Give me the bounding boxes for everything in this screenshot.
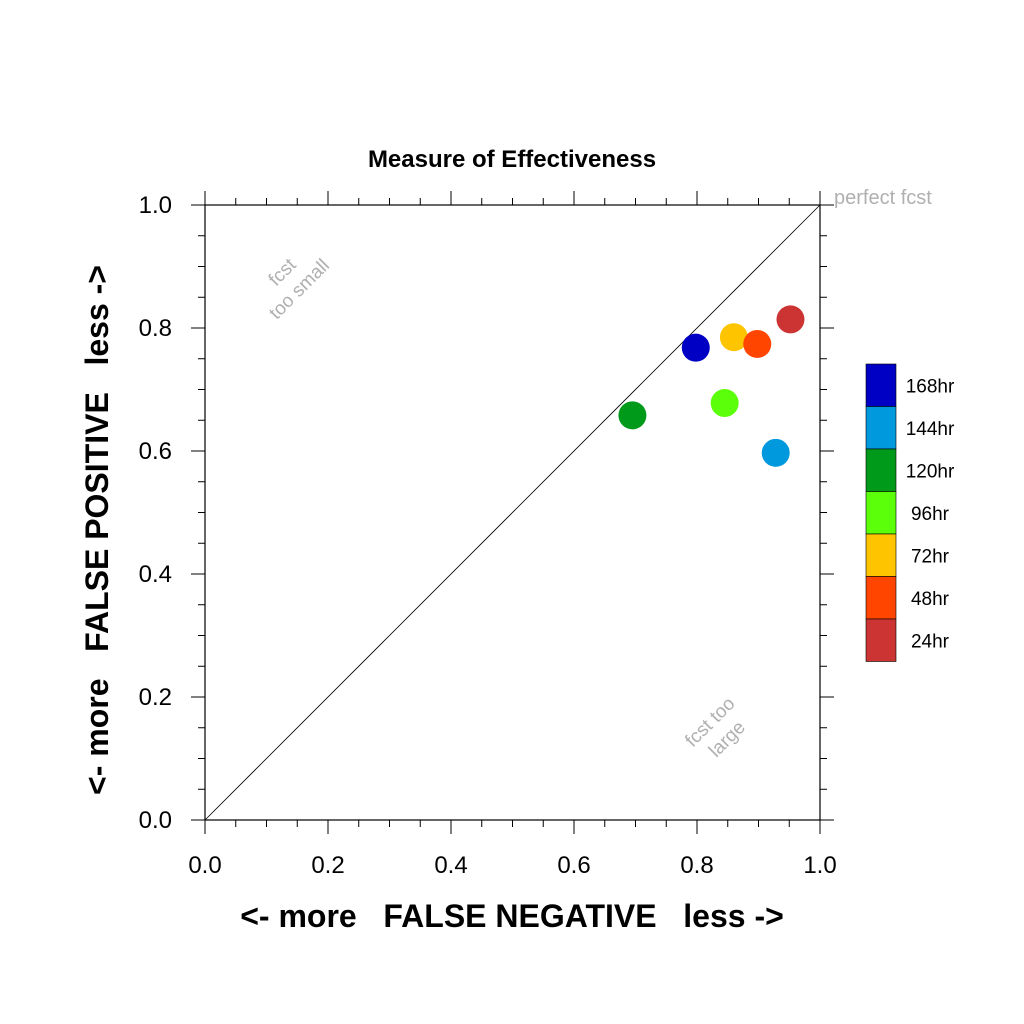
legend-label-24hr: 24hr xyxy=(911,631,950,652)
legend-label-96hr: 96hr xyxy=(911,504,950,525)
legend-label-120hr: 120hr xyxy=(906,461,955,482)
y-tick-label: 0.0 xyxy=(139,807,172,834)
legend-swatch-48hr xyxy=(865,576,897,620)
legend-label-168hr: 168hr xyxy=(906,376,955,397)
x-tick-labels: 0.0 0.2 0.4 0.6 0.8 1.0 xyxy=(188,852,836,879)
x-tick-label: 0.4 xyxy=(434,852,467,879)
y-axis-label: <- more FALSE POSITIVE less -> xyxy=(79,265,115,795)
legend-swatch-144hr xyxy=(865,406,897,450)
chart-title: Measure of Effectiveness xyxy=(368,146,656,173)
legend-swatch-168hr xyxy=(865,363,897,407)
y-tick-labels: 0.0 0.2 0.4 0.6 0.8 1.0 xyxy=(139,192,172,834)
legend: 168hr 144hr 120hr 96hr 72hr 48hr 24hr xyxy=(865,363,955,662)
axis-ticks xyxy=(191,191,834,834)
data-points xyxy=(618,305,805,467)
y-tick-label: 0.8 xyxy=(139,315,172,342)
legend-swatch-96hr xyxy=(865,491,897,535)
data-point-168hr xyxy=(681,333,710,362)
annotation-too-small: fcst too small xyxy=(265,254,334,324)
annotation-too-large: fcst too large xyxy=(681,693,749,761)
annotation-perfect-fcst: perfect fcst xyxy=(834,187,932,209)
data-point-24hr xyxy=(776,305,805,334)
diagonal-line xyxy=(204,204,821,821)
data-point-96hr xyxy=(710,389,739,418)
x-tick-label: 0.6 xyxy=(557,852,590,879)
x-tick-label: 1.0 xyxy=(803,852,836,879)
legend-label-144hr: 144hr xyxy=(906,419,955,440)
y-tick-label: 1.0 xyxy=(139,192,172,219)
data-point-72hr xyxy=(719,323,748,352)
data-point-144hr xyxy=(761,438,790,467)
legend-swatch-72hr xyxy=(865,533,897,577)
x-tick-label: 0.0 xyxy=(188,852,221,879)
y-tick-label: 0.4 xyxy=(139,561,172,588)
data-point-48hr xyxy=(743,329,772,358)
x-axis-label: <- more FALSE NEGATIVE less -> xyxy=(240,898,784,934)
x-tick-label: 0.2 xyxy=(311,852,344,879)
legend-swatch-24hr xyxy=(865,618,897,662)
y-tick-label: 0.6 xyxy=(139,438,172,465)
plot-area: 0.0 0.2 0.4 0.6 0.8 1.0 0.0 0.2 0.4 0.6 0.8 1.0 xyxy=(139,191,837,879)
legend-swatch-120hr xyxy=(865,448,897,492)
x-tick-label: 0.8 xyxy=(680,852,713,879)
y-tick-label: 0.2 xyxy=(139,684,172,711)
legend-label-48hr: 48hr xyxy=(911,589,950,610)
legend-label-72hr: 72hr xyxy=(911,546,950,567)
data-point-120hr xyxy=(618,401,647,430)
